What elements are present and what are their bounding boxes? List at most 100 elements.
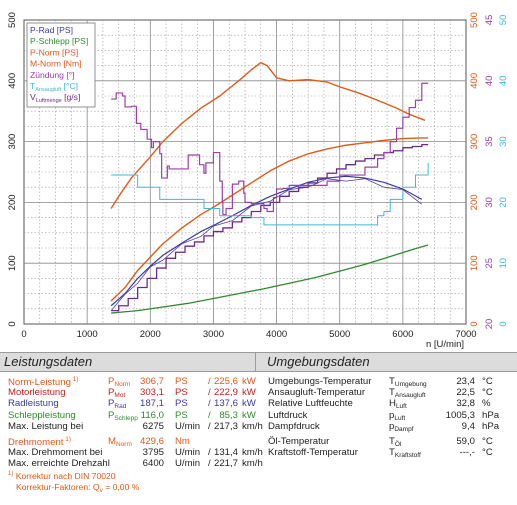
y-tick-label-right2: 30: [484, 197, 495, 208]
y-tick-label-right3: 0: [498, 321, 509, 326]
umgebung-unit: °C: [482, 387, 493, 399]
x-axis-label: n [U/min]: [426, 339, 464, 350]
symbol-sub: Rad: [114, 403, 127, 411]
leistung-value2: 225,6: [213, 376, 238, 387]
umgebung-row: Luftdruck pLuft 1005,3 hPa: [256, 409, 517, 422]
x-tick-label: 6000: [392, 329, 413, 340]
umgebung-value: 1005,3: [445, 409, 475, 421]
drehmoment-value2: 131,4: [213, 447, 238, 459]
symbol: PMot: [108, 387, 126, 400]
legend-item-m_norm: M-Norm [Nm]: [30, 59, 82, 69]
temperatur-unit: °C: [482, 436, 493, 447]
footnote-factors-value: = 0,00 %: [102, 482, 140, 492]
drehmoment-label: Drehmoment 1): [8, 436, 72, 449]
temperatur-row: Öl-Temperatur TÖl 59,0 °C: [256, 436, 517, 448]
leistung-unit2: kW: [242, 387, 256, 399]
y-tick-label-right1: 400: [469, 73, 480, 89]
legend-item-zuendung: Zündung [°]: [30, 70, 75, 80]
drehmoment-separator: /: [208, 447, 211, 459]
symbol: PSchlepp: [108, 409, 138, 422]
drehmoment-row: Drehmoment 1) MNorm 429,6 Nm: [0, 436, 255, 449]
y-tick-label-right2: 35: [484, 136, 495, 147]
y-tick-label-right3: 30: [498, 136, 509, 147]
leistung-row: Schleppleistung PSchlepp 116,0 PS / 85,3 kW: [0, 409, 256, 422]
leistung-unit2: kW: [242, 376, 256, 387]
symbol: MNorm: [108, 436, 132, 448]
drehmoment-value1: 6400: [142, 458, 164, 470]
symbol: PNorm: [108, 376, 131, 388]
symbol: pDampf: [389, 420, 414, 433]
symbol-sub: Mot: [114, 392, 126, 400]
leistung-unit1: U/min: [175, 420, 201, 432]
chart-legend: P-Rad [PS]P-Schlepp [PS]P-Norm [PS] M-Nor…: [26, 22, 96, 108]
series-luftmenge: [111, 143, 429, 312]
temperatur-label: Öl-Temperatur: [268, 436, 330, 447]
y-tick-label-right1: 0: [469, 321, 480, 326]
y-tick-label-right1: 200: [469, 194, 480, 210]
symbol-sub: Luft: [395, 403, 407, 411]
footnote-din-mark: 1): [8, 471, 14, 478]
symbol-sub: Norm: [116, 441, 132, 448]
series-p_schlepp: [111, 244, 429, 314]
symbol: PRad: [108, 398, 127, 411]
umgebung-unit: hPa: [482, 420, 500, 432]
series-p_rad: [110, 175, 423, 307]
umgebung-label: Luftdruck: [268, 409, 308, 421]
symbol: TÖl: [389, 436, 402, 448]
leistung-label: Radleistung: [8, 398, 59, 410]
leistung-unit1: PS: [175, 376, 188, 387]
umgebung-value: 32,8: [456, 398, 475, 410]
leistung-row: Max. Leistung bei 6275 U/min /217,3 km/h: [0, 420, 263, 432]
leistung-row: Norm-Leistung 1) PNorm 306,7 PS /225,6 kW: [0, 376, 256, 389]
chart-series: [110, 61, 429, 314]
umgebung-label: Relative Luftfeuchte: [268, 398, 353, 410]
y-tick-label-left: 100: [7, 255, 18, 271]
leistung-separator: /: [208, 387, 211, 399]
leistung-unit1: PS: [175, 387, 188, 399]
leistung-unit1: PS: [175, 398, 188, 410]
symbol: pLuft: [389, 409, 406, 422]
drehmoment-label: Max. Drehmoment bei: [8, 447, 103, 459]
leistung-value2: 222,9: [213, 387, 238, 399]
drehmoment-label: Max. erreichte Drehzahl: [8, 458, 110, 470]
leistung-value1: 303,1: [139, 387, 164, 399]
temperatur-label: Kraftstoff-Temperatur: [268, 447, 358, 459]
drehmoment-value1: 429,6: [139, 436, 164, 447]
leistung-separator: /: [208, 376, 211, 387]
x-tick-label: 4000: [266, 329, 287, 340]
x-tick-label: 0: [21, 329, 26, 340]
leistung-separator: /: [208, 420, 211, 432]
leistung-value1: 6275: [142, 420, 164, 432]
leistung-separator: /: [208, 398, 211, 410]
umgebung-row: Ansaugluft-Temperatur TAnsaugluft 22,5 °C: [256, 387, 517, 400]
y-tick-label-right1: 300: [469, 134, 480, 150]
umgebung-label: Ansaugluft-Temperatur: [268, 387, 366, 399]
y-tick-label-left: 200: [7, 194, 18, 210]
y-tick-label-left: 400: [7, 73, 18, 89]
leistung-value2: 85,3: [219, 409, 238, 421]
footnote-mark: 1): [70, 376, 79, 383]
footnote-din: 1) Korrektur nach DIN 70020: [8, 471, 116, 481]
umgebungsdaten-panel: Umgebungsdaten Umgebungs-Temperatur TUmge…: [256, 352, 517, 505]
y-tick-label-left: 300: [7, 134, 18, 150]
x-tick-label: 1000: [77, 329, 98, 340]
footnote-din-text: Korrektur nach DIN 70020: [13, 471, 116, 481]
series-zuendung: [111, 82, 429, 216]
symbol-sub: Öl: [394, 441, 402, 448]
leistung-row: Radleistung PRad 187,1 PS /137,6 kW: [0, 398, 256, 411]
leistung-label: Norm-Leistung 1): [8, 376, 79, 389]
drehmoment-separator: /: [208, 458, 211, 470]
x-tick-label: 3000: [203, 329, 224, 340]
footnote-factors-sub: v: [99, 487, 103, 494]
leistung-unit2: kW: [242, 409, 256, 421]
series-ansaug: [111, 162, 429, 226]
umgebung-value: 22,5: [456, 387, 475, 399]
temperatur-value: 59,0: [456, 436, 475, 447]
symbol: TAnsaugluft: [389, 387, 426, 400]
leistung-row: Motorleistung PMot 303,1 PS /222,9 kW: [0, 387, 256, 400]
leistung-unit2: km/h: [242, 420, 263, 432]
umgebung-label: Dampfdruck: [268, 420, 320, 432]
symbol: TUmgebung: [389, 376, 427, 388]
